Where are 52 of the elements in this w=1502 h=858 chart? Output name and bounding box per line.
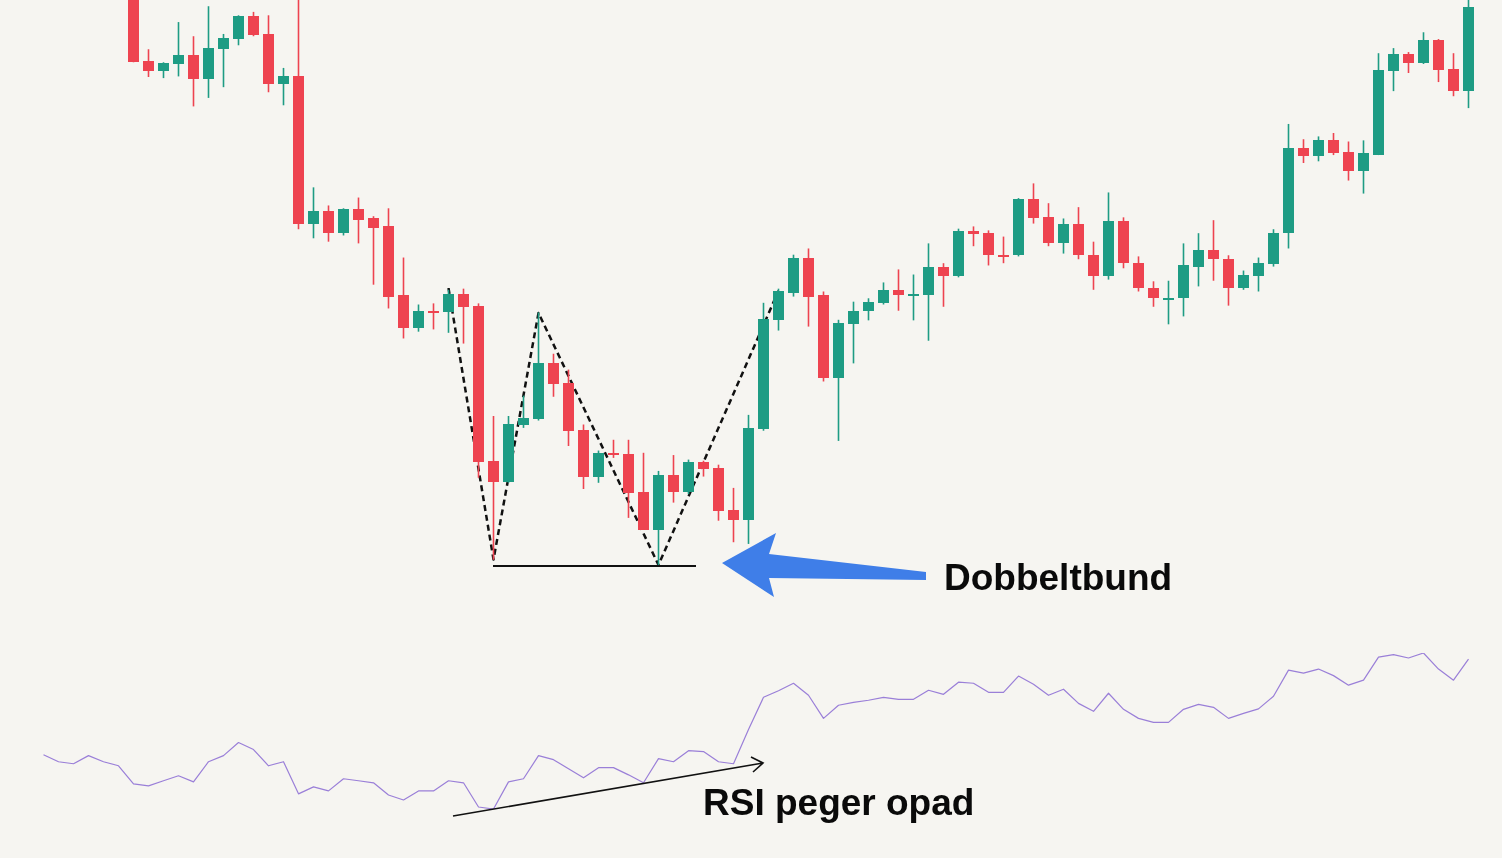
candlestick (1253, 256, 1264, 293)
annotation: RSI peger opad (703, 782, 975, 823)
candlestick (668, 454, 679, 504)
candlestick (938, 262, 949, 308)
candlestick (1343, 140, 1354, 182)
candlestick (1193, 232, 1204, 288)
candlestick (1328, 132, 1339, 156)
candlestick (983, 229, 994, 267)
candlestick (248, 11, 259, 38)
candlestick (353, 196, 364, 245)
candlestick (143, 48, 154, 78)
candlestick (908, 273, 919, 322)
candlestick (278, 67, 289, 107)
candlestick (728, 487, 739, 544)
candlestick (1028, 182, 1039, 225)
candlestick (518, 394, 529, 429)
candlestick (893, 268, 904, 312)
candlestick (1418, 31, 1429, 65)
candlestick (998, 235, 1009, 264)
candlestick (1163, 279, 1174, 326)
candlestick (1208, 219, 1219, 282)
candlestick (1298, 138, 1309, 164)
candlestick (458, 287, 469, 345)
candlestick (878, 281, 889, 306)
candlestick (1148, 280, 1159, 308)
candlestick (1358, 139, 1369, 195)
candlestick (218, 33, 229, 88)
candlestick (338, 207, 349, 237)
candlestick (848, 300, 859, 365)
candlestick (488, 415, 499, 561)
candlestick (1403, 51, 1414, 74)
annotation: Dobbeltbund (944, 557, 1173, 598)
candlestick (368, 215, 379, 286)
candlestick (428, 302, 439, 331)
candlestick (1058, 217, 1069, 255)
candlestick (1313, 135, 1324, 163)
candlestick (548, 352, 559, 398)
candlestick (308, 186, 319, 240)
candlestick (1088, 240, 1099, 291)
candlestick (233, 14, 244, 47)
candlestick (443, 288, 454, 334)
candlestick (188, 35, 199, 108)
candlestick (413, 303, 424, 333)
candlestick (323, 204, 334, 243)
candlestick (863, 297, 874, 322)
candlestick (173, 21, 184, 78)
candlestick (1238, 269, 1249, 291)
candlestick (593, 449, 604, 484)
candlestick (608, 438, 619, 459)
candlestick (968, 225, 979, 248)
candlestick (1448, 52, 1459, 98)
candlestick (1388, 47, 1399, 92)
